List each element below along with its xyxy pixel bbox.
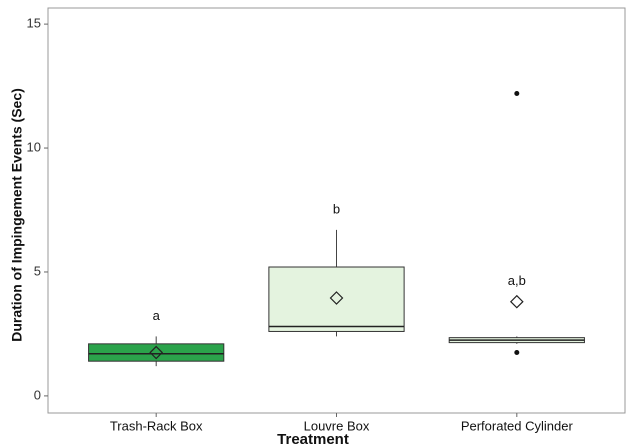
x-axis-title: Treatment [277,431,349,448]
y-tick-label: 5 [34,263,41,278]
outlier [514,91,520,97]
significance-label: a,b [508,273,526,288]
x-tick-label: Perforated Cylinder [461,418,574,433]
box [268,266,405,332]
y-tick-label: 15 [27,16,41,31]
significance-label: a [153,308,161,323]
outlier [514,350,520,356]
x-tick-label: Trash-Rack Box [110,418,203,433]
mean-marker [509,294,524,309]
box [88,343,225,362]
y-tick-label: 10 [27,139,41,154]
mean-marker [149,345,164,360]
y-axis-title: Duration of Impingement Events (Sec) [9,88,25,342]
mean-marker [329,291,344,305]
significance-label: b [333,201,340,216]
x-tick-label: Louvre Box [304,418,370,433]
y-tick-label: 0 [34,387,41,402]
